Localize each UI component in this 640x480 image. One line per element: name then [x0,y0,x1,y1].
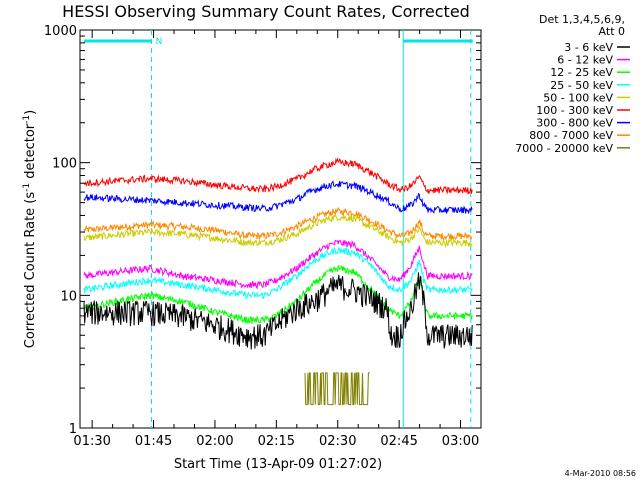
annotation-label: N [156,37,163,47]
legend-label: 3 - 6 keV [564,41,613,54]
legend-label: 50 - 100 keV [543,91,613,104]
legend-header: Det 1,3,4,5,6,9, [539,13,625,26]
x-tick-label: 02:15 [258,434,295,449]
legend-label: 12 - 25 keV [550,66,613,79]
series-line-7 [83,180,473,214]
legend-label: 6 - 12 keV [557,54,613,67]
legend-label: 25 - 50 keV [550,79,613,92]
series-line-4 [83,246,473,300]
legend-label: 100 - 300 keV [536,104,613,117]
y-tick-label: 1000 [44,24,77,39]
x-tick-label: 01:45 [135,434,172,449]
legend-header: Att 0 [599,25,625,38]
x-axis-label: Start Time (13-Apr-09 01:27:02) [174,457,382,472]
annotations: N [83,30,473,428]
y-tick-label: 1 [69,422,77,437]
y-axis-label-text: Corrected Count Rate (s-1 detector-1) [22,110,38,348]
plot-frame [79,29,482,429]
series-layer [83,157,473,406]
chart-title: HESSI Observing Summary Count Rates, Cor… [62,2,470,21]
series-line-9 [304,372,370,406]
legend-label: 300 - 800 keV [536,117,613,130]
series-line-1 [83,272,473,350]
series-line-5 [83,213,473,248]
series-line-2 [83,239,473,290]
x-tick-label: 02:45 [380,434,417,449]
y-tick-label: 10 [60,289,77,304]
x-tick-label: 02:00 [196,434,233,449]
y-tick-label: 100 [52,157,77,172]
x-tick-label: 02:30 [319,434,356,449]
series-line-3 [83,264,473,324]
footer-timestamp: 4-Mar-2010 08:56 [565,469,636,478]
series-line-6 [83,157,473,195]
axes: 01:30 01:45 02:00 02:15 02:30 02:45 03:00 1 10 10… [44,24,482,449]
legend-label: 7000 - 20000 keV [515,142,613,155]
series-line-8 [83,206,473,242]
plot-area [79,29,482,429]
x-tick-label: 03:00 [442,434,479,449]
y-axis-label: Corrected Count Rate (s-1 detector-1) [22,110,38,348]
legend-label: 800 - 7000 keV [529,129,613,142]
x-tick-label: 01:30 [73,434,110,449]
